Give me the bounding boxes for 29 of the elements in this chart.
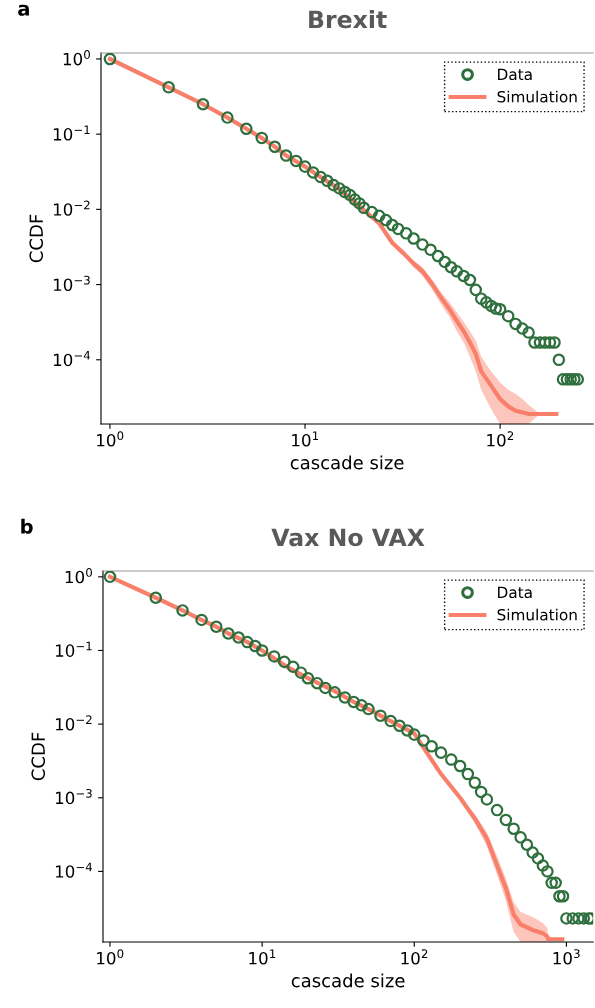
x-tick-label: 10$^{2}$ bbox=[487, 431, 514, 447]
text: a bbox=[18, 4, 29, 16]
legend-label: Simulation bbox=[497, 90, 577, 103]
y-axis-title: CCDF bbox=[31, 732, 46, 781]
y-tick-label: 10$^{−4}$ bbox=[55, 862, 93, 878]
y-tick-label: 10$^{−1}$ bbox=[53, 125, 90, 141]
y-axis-title: CCDF bbox=[29, 214, 44, 263]
x-tick-label: 10$^{1}$ bbox=[292, 431, 319, 447]
x-tick-label: 10$^{0}$ bbox=[97, 949, 124, 965]
y-tick-label: 10$^{−2}$ bbox=[55, 715, 92, 731]
legend-label: Simulation bbox=[497, 608, 577, 621]
chart-title: Brexit bbox=[309, 10, 387, 29]
y-tick-label: 10$^{0}$ bbox=[65, 568, 92, 584]
x-tick-label: 10$^{2}$ bbox=[401, 949, 428, 965]
chart-title: Vax No VAX bbox=[271, 528, 425, 547]
y-tick-label: 10$^{−3}$ bbox=[55, 788, 92, 805]
x-tick-label: 10$^{0}$ bbox=[97, 431, 124, 447]
x-tick-label: 10$^{3}$ bbox=[553, 949, 580, 965]
text: b bbox=[21, 518, 33, 534]
legend-label: Data bbox=[498, 68, 532, 81]
y-tick-label: 10$^{−3}$ bbox=[53, 275, 90, 292]
y-tick-label: 10$^{−2}$ bbox=[53, 200, 90, 216]
legend-label: Data bbox=[498, 586, 532, 599]
y-tick-label: 10$^{0}$ bbox=[63, 50, 90, 66]
x-axis-title: cascade size bbox=[290, 455, 404, 470]
x-tick-label: 10$^{1}$ bbox=[249, 949, 276, 965]
x-axis-title: cascade size bbox=[291, 973, 405, 988]
y-tick-label: 10$^{−4}$ bbox=[53, 351, 91, 367]
y-tick-label: 10$^{−1}$ bbox=[55, 641, 92, 657]
